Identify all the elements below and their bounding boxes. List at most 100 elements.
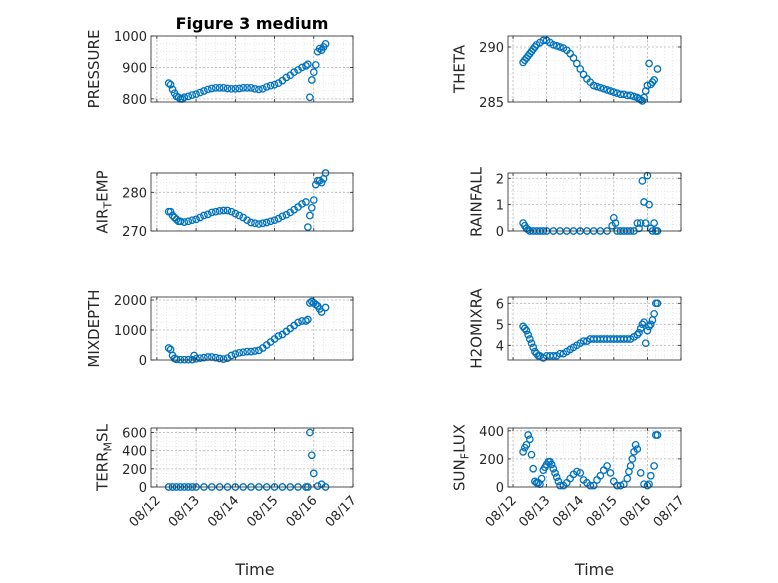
x-tick-label: 08/14 [205,493,242,530]
data-point [519,448,527,456]
axes-box [507,172,682,232]
y-tick-label: 1000 [114,30,147,45]
data-point [215,207,224,215]
data-point [641,219,650,227]
data-point [243,84,251,92]
figure-title: Figure 3 medium [176,14,329,33]
data-point [247,218,255,227]
data-point [298,63,306,72]
data-point [650,462,658,470]
data-point [184,217,193,226]
data-point [552,42,561,50]
data-point [609,88,618,96]
data-point [294,318,302,327]
plot-area [151,428,353,487]
data-point [274,214,283,223]
data-point [262,218,271,227]
y-tick-label: 200 [122,463,147,478]
data-point [204,210,212,219]
data-point [302,317,310,325]
y-tick-label: 400 [122,445,147,460]
data-point [262,83,271,91]
data-point [635,224,643,233]
data-point [192,90,200,98]
y-axis-label: TERRMSL [94,423,115,492]
data-point [638,320,647,329]
data-point [650,76,658,84]
data-point [166,80,175,89]
data-point [650,219,658,227]
data-point [211,84,220,92]
data-point [631,441,640,449]
data-point [204,85,212,94]
data-point [315,44,324,53]
y-axis-label: PRESSURE [85,30,103,109]
axes-box [150,172,354,232]
subplot-5: 0 1000 2000 MIXDEPTH [85,289,354,369]
data-point [573,59,581,68]
data-point [537,474,546,483]
subplot-7: 08/12 08/13 08/14 08/15 08/16 08/17 0 200 400 600… [94,423,360,530]
data-point [211,207,220,216]
data-point [589,481,598,490]
series-points [164,297,330,364]
data-point [302,198,310,206]
axes-box [150,427,354,488]
data-point [200,353,208,362]
y-tick-label: 0 [496,481,504,496]
data-point [282,73,291,82]
data-point [309,469,318,478]
x-tick-label: 08/15 [584,493,621,530]
y-tick-label: 1000 [114,324,147,339]
data-point [547,460,556,469]
y-tick-label: 2000 [114,294,147,309]
axes-box [507,296,682,361]
data-point [180,218,189,226]
data-point [549,351,558,360]
y-tick-label: 285 [479,96,504,111]
data-point [231,84,240,93]
y-tick-label: 270 [122,225,147,240]
data-point [255,85,263,94]
data-point [635,328,643,337]
x-tick-label: 08/13 [516,493,553,530]
data-point [527,450,536,459]
data-point [164,344,173,352]
data-point [207,208,216,217]
data-point [188,91,197,99]
data-point [549,464,558,473]
data-point [282,210,291,219]
data-point [307,76,316,84]
y-tick-label: 0 [139,481,147,496]
data-point [235,348,244,357]
y-tick-label: 200 [479,453,504,468]
x-tick-label: 08/16 [284,493,321,530]
data-point [235,211,244,220]
data-point [524,330,533,339]
data-point [290,68,299,76]
data-point [223,206,232,215]
y-tick-label: 1 [496,199,504,214]
series-points [164,40,330,103]
data-point [231,209,240,218]
data-point [266,217,275,226]
data-point [270,216,279,225]
data-point [596,471,605,480]
data-point [311,300,320,309]
data-point [227,207,236,216]
data-point [172,355,181,364]
data-point [527,339,536,348]
axes-box [507,427,682,488]
y-axis-label: RAINFALL [468,166,486,237]
data-point [223,84,232,93]
y-tick-label: 400 [479,425,504,440]
data-point [603,462,611,470]
data-point [589,81,598,90]
data-point [168,211,177,220]
data-point [633,330,642,339]
data-point [239,348,248,357]
data-point [306,428,314,437]
data-point [172,215,181,224]
y-tick-label: 290 [479,41,504,56]
